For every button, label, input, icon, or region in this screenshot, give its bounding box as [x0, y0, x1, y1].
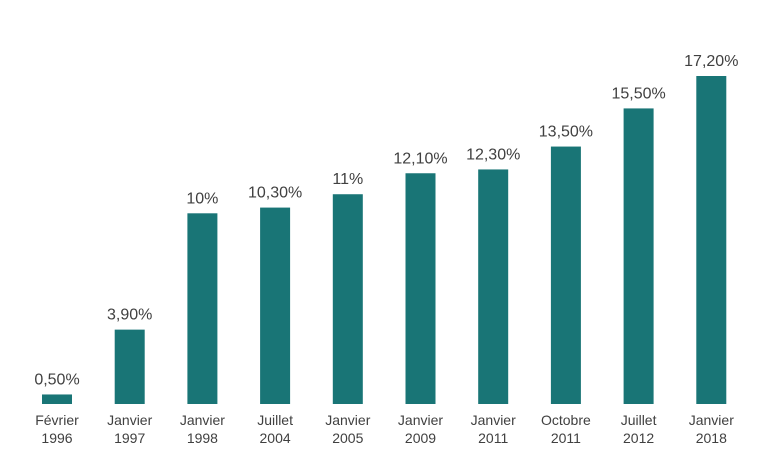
x-tick-label: Juillet [257, 412, 293, 428]
x-tick-label: Janvier [398, 412, 443, 428]
x-tick-label: Janvier [180, 412, 225, 428]
data-label: 13,50% [539, 124, 593, 141]
x-tick-label: Janvier [689, 412, 734, 428]
data-label: 11% [332, 171, 363, 188]
x-tick-label: 1996 [41, 430, 72, 446]
data-label: 15,50% [611, 85, 665, 102]
data-label: 12,10% [393, 150, 447, 167]
x-tick-label: 2012 [623, 430, 654, 446]
bar [42, 394, 72, 404]
x-tick-label: 2011 [478, 430, 508, 446]
bar [405, 173, 436, 404]
data-label: 10,30% [248, 185, 302, 202]
x-tick-label: 1997 [114, 430, 145, 446]
x-tick-label: 2004 [260, 430, 291, 446]
x-tick-label: Janvier [325, 412, 370, 428]
data-label: 17,20% [684, 53, 738, 70]
bar [696, 76, 727, 404]
data-label: 12,30% [466, 146, 520, 163]
bar [114, 329, 145, 404]
x-tick-label: Juillet [621, 412, 657, 428]
x-tick-label: Janvier [107, 412, 152, 428]
bar [260, 207, 291, 404]
x-tick-label: 2011 [551, 430, 581, 446]
x-tick-label: 2009 [405, 430, 436, 446]
x-tick-label: Février [35, 412, 79, 428]
x-tick-label: 2005 [332, 430, 363, 446]
bar [332, 194, 363, 404]
x-tick-label: 1998 [187, 430, 218, 446]
bar [478, 169, 509, 404]
bar [550, 146, 581, 404]
data-label: 3,90% [107, 307, 152, 324]
data-label: 0,50% [34, 371, 79, 388]
x-tick-label: Janvier [471, 412, 516, 428]
x-tick-label: Octobre [541, 412, 591, 428]
bar [623, 108, 654, 404]
x-tick-label: 2018 [696, 430, 727, 446]
bar [187, 213, 218, 404]
data-label: 10% [186, 190, 218, 207]
